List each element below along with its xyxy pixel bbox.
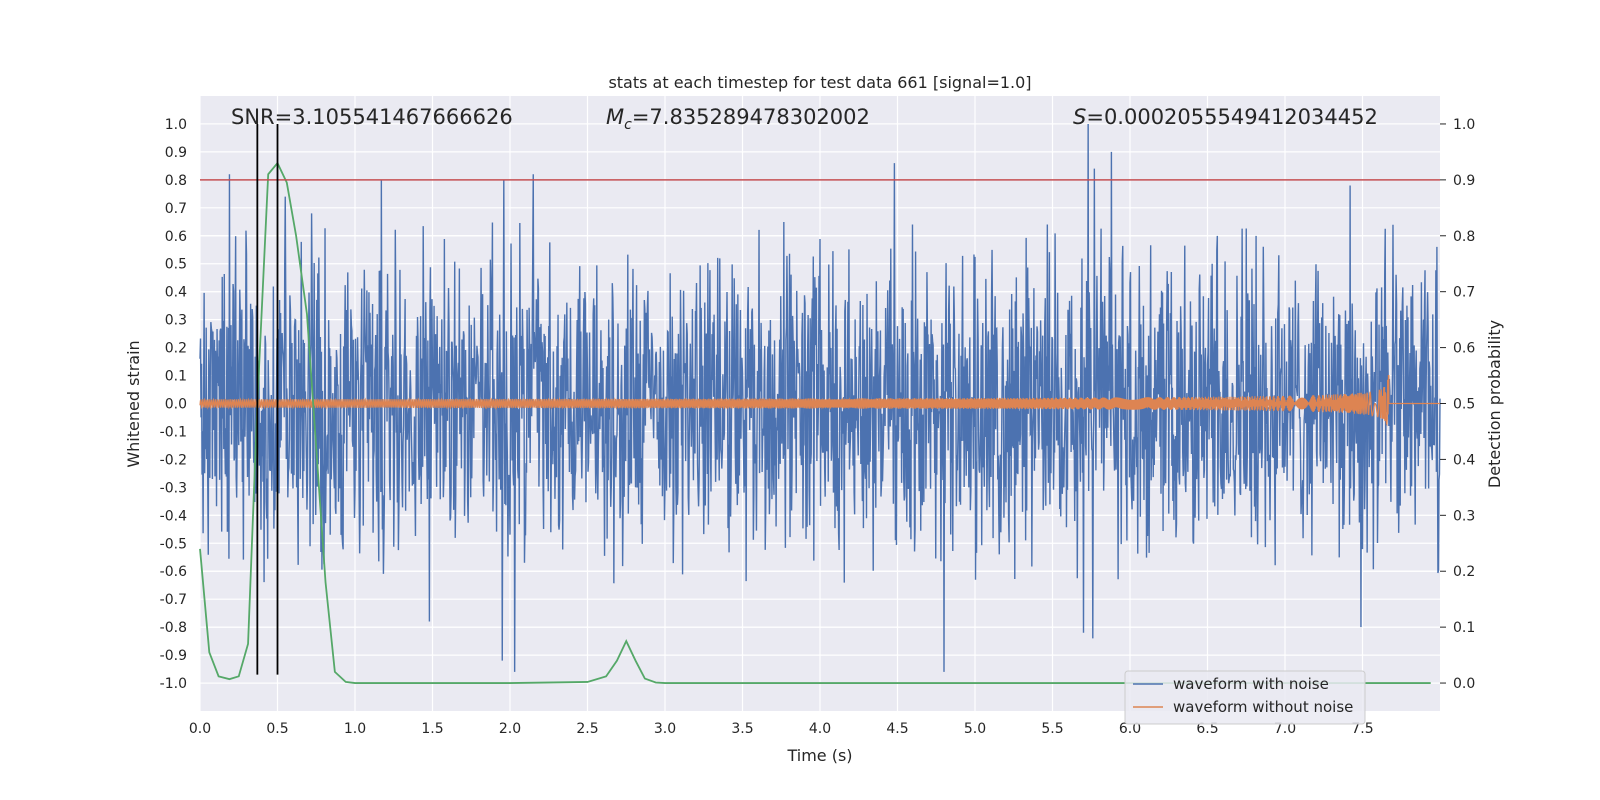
- left-y-tick-label: 0.6: [165, 229, 187, 245]
- left-y-tick-label: -0.3: [160, 480, 187, 496]
- waveform-with-noise-series: [199, 123, 1441, 672]
- left-y-tick-label: -0.9: [160, 648, 187, 664]
- x-tick-label: 0.0: [189, 721, 211, 737]
- right-y-tick-label: 0.2: [1453, 564, 1475, 580]
- left-y-tick-label: -0.5: [160, 536, 187, 552]
- legend-label-clean: waveform without noise: [1173, 698, 1353, 716]
- x-tick-label: 1.0: [344, 721, 366, 737]
- x-tick-label: 2.5: [576, 721, 598, 737]
- right-y-tick-label: 0.0: [1453, 676, 1475, 692]
- noise-waveform-line: [199, 123, 1441, 672]
- clean-waveform-line: [199, 374, 1440, 427]
- right-y-tick-label: 0.3: [1453, 508, 1475, 524]
- right-y-tick-label: 0.4: [1453, 452, 1475, 468]
- chirp-mass-subscript: c: [624, 117, 632, 133]
- left-y-tick-label: 0.1: [165, 369, 187, 385]
- chirp-mass-annotation: Mc=7.835289478302002: [606, 105, 870, 133]
- right-y-tick-label: 0.5: [1453, 397, 1475, 413]
- x-tick-label: 6.0: [1119, 721, 1141, 737]
- left-y-axis-label: Whitened strain: [124, 340, 143, 467]
- right-y-tick-label: 1.0: [1453, 117, 1475, 133]
- x-tick-label: 4.5: [886, 721, 908, 737]
- x-tick-label: 6.5: [1196, 721, 1218, 737]
- left-y-tick-label: -0.1: [160, 424, 187, 440]
- left-y-tick-label: -0.4: [160, 508, 187, 524]
- s-annotation: S=0.0002055549412034452: [1073, 105, 1378, 129]
- vertical-marker-lines: [256, 123, 279, 675]
- s-symbol: S: [1073, 105, 1086, 129]
- right-y-tick-label: 0.7: [1453, 285, 1475, 301]
- left-y-tick-label: 0.8: [165, 173, 187, 189]
- left-y-tick-label: -0.8: [160, 620, 187, 636]
- s-value: =0.0002055549412034452: [1086, 105, 1378, 129]
- left-y-tick-label: -0.6: [160, 564, 187, 580]
- chirp-mass-symbol: M: [606, 105, 624, 129]
- right-y-tick-label: 0.8: [1453, 229, 1475, 245]
- x-tick-label: 7.0: [1274, 721, 1296, 737]
- waveform-without-noise-series: [199, 374, 1440, 427]
- left-y-tick-label: 1.0: [165, 117, 187, 133]
- x-tick-label: 4.0: [809, 721, 831, 737]
- x-tick-label: 5.0: [964, 721, 986, 737]
- x-tick-label: 0.5: [266, 721, 288, 737]
- chirp-mass-value: =7.835289478302002: [632, 105, 870, 129]
- x-tick-label: 1.5: [421, 721, 443, 737]
- x-tick-label: 2.0: [499, 721, 521, 737]
- x-axis-ticks: 0.0 0.5 1.0 1.5 2.0 2.5 3.0 3.5 4.0 4.5 5.0 5.5 6.0 6…: [189, 721, 1374, 737]
- left-y-tick-label: 0.5: [165, 257, 187, 273]
- right-y-tick-label: 0.9: [1453, 173, 1475, 189]
- right-y-axis-label: Detection probability: [1485, 320, 1504, 488]
- x-tick-label: 5.5: [1041, 721, 1063, 737]
- left-y-tick-label: -0.2: [160, 452, 187, 468]
- left-y-tick-label: -0.7: [160, 592, 187, 608]
- left-y-tick-label: 0.9: [165, 145, 187, 161]
- detection-probability-series: [199, 161, 1431, 684]
- left-y-tick-label: 0.2: [165, 341, 187, 357]
- chart-title: stats at each timestep for test data 661…: [608, 73, 1031, 92]
- legend-box: [1124, 670, 1366, 725]
- legend: waveform with noise waveform without noi…: [1124, 670, 1366, 725]
- x-tick-label: 7.5: [1351, 721, 1373, 737]
- snr-annotation: SNR=3.105541467666626: [231, 105, 513, 129]
- left-y-tick-label: 0.4: [165, 285, 187, 301]
- x-axis-label: Time (s): [786, 746, 852, 765]
- left-y-tick-label: 0.0: [165, 397, 187, 413]
- legend-label-noise: waveform with noise: [1173, 675, 1329, 693]
- left-y-tick-label: 0.3: [165, 313, 187, 329]
- left-y-tick-label: -1.0: [160, 676, 187, 692]
- x-tick-label: 3.5: [731, 721, 753, 737]
- detection-probability-line: [199, 161, 1431, 684]
- left-y-axis-ticks: -1.0 -0.9 -0.8 -0.7 -0.6 -0.5 -0.4 -0.3 -0.2 -0.1…: [160, 117, 187, 692]
- right-y-tick-label: 0.6: [1453, 341, 1475, 357]
- right-y-tick-label: 0.1: [1453, 620, 1475, 636]
- x-tick-label: 3.0: [654, 721, 676, 737]
- left-y-tick-label: 0.7: [165, 201, 187, 217]
- right-y-axis-ticks: 0.0 0.1 0.2 0.3 0.4 0.5 0.6 0.7 0.8 0.9 1.0: [1440, 117, 1475, 692]
